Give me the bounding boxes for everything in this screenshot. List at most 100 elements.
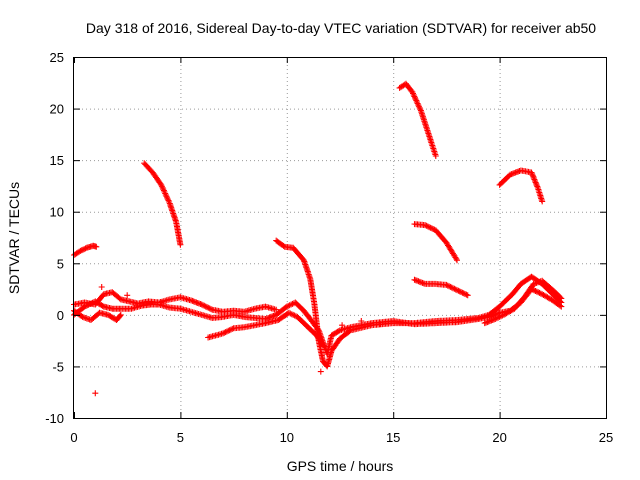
data-point xyxy=(273,306,280,313)
data-point xyxy=(446,283,453,290)
data-point xyxy=(528,169,535,176)
data-point xyxy=(493,315,500,322)
data-point xyxy=(162,191,169,198)
y-tick-label: 10 xyxy=(50,205,64,220)
plot-frame xyxy=(73,57,607,419)
data-point xyxy=(557,302,564,309)
data-point xyxy=(432,153,439,159)
data-point xyxy=(414,100,421,107)
data-point xyxy=(227,326,234,333)
data-point xyxy=(447,283,454,290)
data-point xyxy=(450,285,456,292)
data-point xyxy=(422,222,429,229)
data-point xyxy=(460,290,467,297)
data-point xyxy=(80,314,87,321)
data-point xyxy=(558,303,565,310)
data-point xyxy=(205,304,212,311)
data-point xyxy=(158,181,165,188)
data-point xyxy=(459,289,466,296)
data-point xyxy=(529,172,536,179)
data-point xyxy=(411,93,418,100)
data-point xyxy=(454,257,460,264)
data-point xyxy=(529,170,536,177)
data-point xyxy=(225,327,232,334)
data-point xyxy=(423,222,430,229)
data-point xyxy=(462,291,468,297)
data-point xyxy=(485,318,492,325)
data-point xyxy=(288,311,295,318)
outlier-point xyxy=(358,318,365,324)
data-point xyxy=(335,328,342,335)
data-point xyxy=(532,288,539,294)
data-point xyxy=(458,289,464,295)
data-point xyxy=(206,305,213,312)
data-point xyxy=(226,327,233,334)
data-point xyxy=(451,285,458,292)
x-tick-label: 20 xyxy=(492,430,506,445)
x-axis-ticks: 0 5 10 15 20 25 xyxy=(70,57,613,445)
data-point xyxy=(428,225,435,232)
data-point xyxy=(117,312,123,319)
data-point xyxy=(464,292,471,299)
y-axis-ticks: -10 -5 0 5 10 15 20 25 xyxy=(45,50,606,426)
data-point xyxy=(202,303,209,310)
data-point xyxy=(536,289,543,296)
data-point xyxy=(413,99,420,106)
outlier-point xyxy=(158,299,165,306)
data-point xyxy=(454,287,460,294)
x-axis-label: GPS time / hours xyxy=(287,458,394,474)
data-point xyxy=(99,302,106,309)
data-point xyxy=(165,197,172,204)
data-point xyxy=(164,196,171,203)
data-point xyxy=(79,246,86,253)
data-point xyxy=(117,311,124,318)
y-tick-label: 25 xyxy=(50,50,64,65)
data-point xyxy=(223,328,230,335)
data-point xyxy=(409,89,416,96)
data-point xyxy=(220,330,226,337)
outlier-point xyxy=(124,292,131,299)
y-tick-label: 5 xyxy=(57,256,64,271)
data-point xyxy=(424,223,431,230)
data-point xyxy=(283,303,290,310)
data-point xyxy=(204,304,210,311)
data-point xyxy=(198,301,205,308)
data-point xyxy=(290,311,297,318)
data-point xyxy=(322,344,329,351)
y-tick-label: 0 xyxy=(57,308,64,323)
data-point xyxy=(415,101,422,108)
data-point xyxy=(535,289,542,296)
x-tick-label: 15 xyxy=(386,430,400,445)
data-point xyxy=(221,329,228,336)
data-point xyxy=(444,282,451,289)
y-tick-label: -10 xyxy=(45,411,64,426)
x-tick-label: 0 xyxy=(70,430,77,445)
data-point xyxy=(159,184,166,191)
data-point xyxy=(285,309,292,316)
data-point xyxy=(498,313,504,320)
data-point xyxy=(280,242,287,249)
data-point xyxy=(288,301,295,308)
data-point xyxy=(285,302,292,309)
data-point xyxy=(453,255,460,262)
data-point xyxy=(455,287,462,294)
data-point xyxy=(208,306,214,313)
data-point xyxy=(291,312,298,319)
y-axis-label: SDTVAR / TECUs xyxy=(6,182,22,294)
data-point xyxy=(539,198,546,205)
data-point xyxy=(162,190,169,197)
data-point xyxy=(448,284,455,291)
data-point xyxy=(558,295,565,302)
data-point xyxy=(321,343,328,350)
data-point xyxy=(456,288,463,295)
data-point xyxy=(93,243,100,250)
outlier-point xyxy=(98,284,105,290)
data-point xyxy=(427,224,434,231)
data-point xyxy=(463,291,470,298)
data-point xyxy=(430,226,437,232)
data-point xyxy=(229,325,236,332)
outlier-point xyxy=(377,321,384,328)
data-point xyxy=(81,246,88,253)
data-point xyxy=(76,248,83,255)
outlier-point xyxy=(92,390,99,397)
